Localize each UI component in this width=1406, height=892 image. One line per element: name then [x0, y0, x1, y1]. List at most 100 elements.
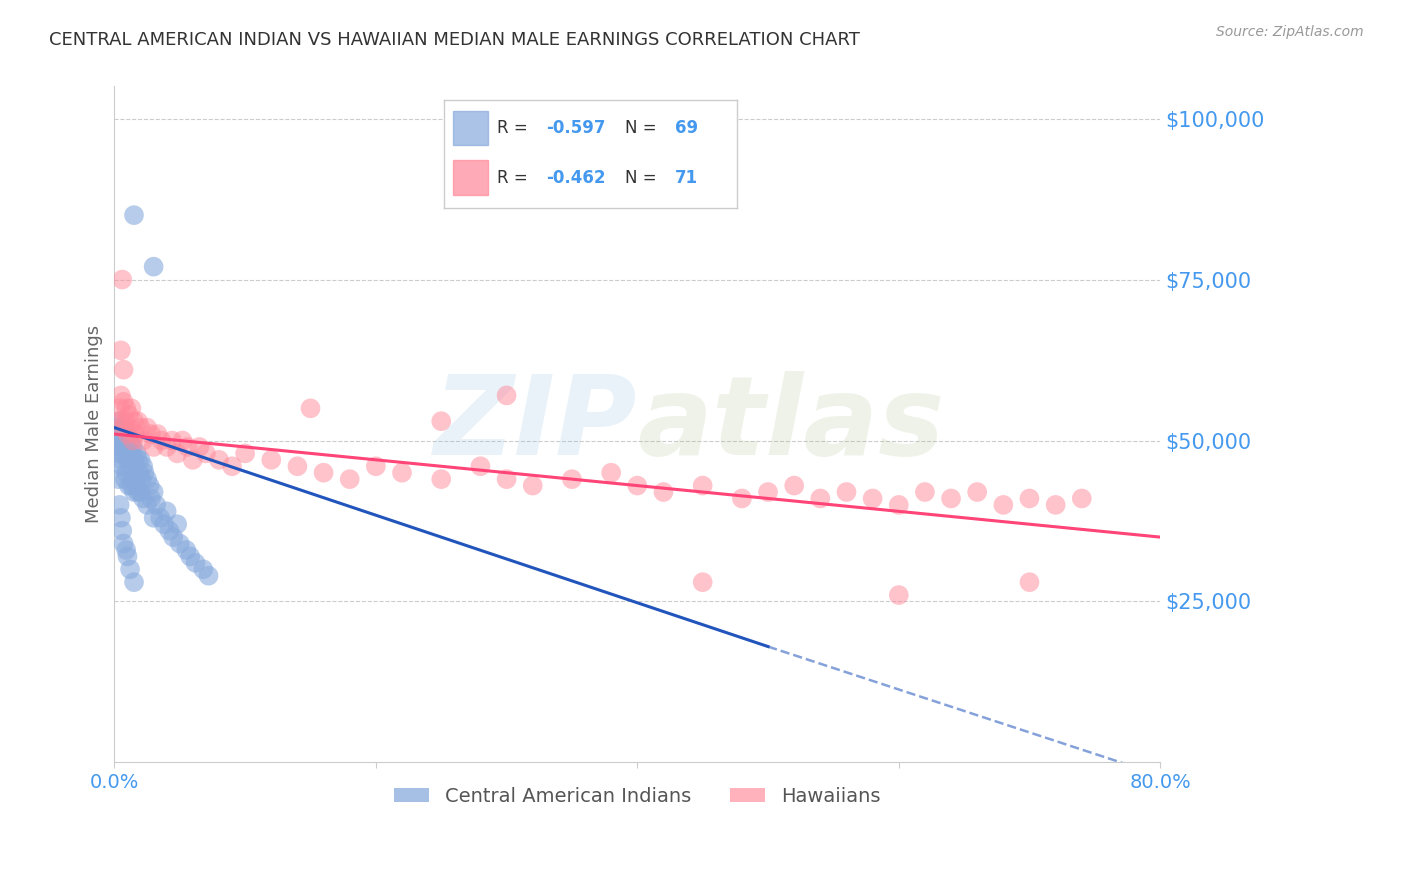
Point — [108, 414, 131, 428]
Point — [112, 536, 135, 550]
Point — [120, 459, 142, 474]
Text: Source: ZipAtlas.com: Source: ZipAtlas.com — [1216, 25, 1364, 39]
Point — [125, 446, 148, 460]
Point — [136, 420, 159, 434]
Text: atlas: atlas — [637, 371, 945, 478]
Point — [132, 434, 155, 448]
Point — [887, 588, 910, 602]
Point — [835, 485, 858, 500]
Point — [111, 524, 134, 538]
Point — [121, 440, 143, 454]
Point — [692, 575, 714, 590]
Point — [120, 434, 142, 448]
Point — [156, 440, 179, 454]
Point — [136, 472, 159, 486]
Point — [129, 420, 152, 434]
Point — [470, 459, 492, 474]
Point — [107, 472, 129, 486]
Point — [110, 427, 132, 442]
Point — [142, 440, 165, 454]
Point — [139, 427, 162, 442]
Point — [312, 466, 335, 480]
Point — [146, 427, 169, 442]
Point — [181, 453, 204, 467]
Legend: Central American Indians, Hawaiians: Central American Indians, Hawaiians — [387, 779, 889, 814]
Point — [172, 434, 194, 448]
Point — [124, 427, 146, 442]
Point — [115, 401, 138, 416]
Point — [122, 575, 145, 590]
Point — [136, 498, 159, 512]
Point — [131, 472, 153, 486]
Point — [299, 401, 322, 416]
Point — [118, 408, 141, 422]
Point — [117, 549, 139, 564]
Point — [145, 498, 167, 512]
Point — [260, 453, 283, 467]
Point — [194, 446, 217, 460]
Y-axis label: Median Male Earnings: Median Male Earnings — [86, 326, 103, 524]
Point — [364, 459, 387, 474]
Point — [1070, 491, 1092, 506]
Point — [115, 543, 138, 558]
Point — [110, 388, 132, 402]
Point — [114, 414, 136, 428]
Point — [176, 440, 198, 454]
Point — [887, 498, 910, 512]
Point — [122, 485, 145, 500]
Point — [112, 362, 135, 376]
Point — [193, 562, 215, 576]
Point — [156, 504, 179, 518]
Point — [166, 446, 188, 460]
Point — [208, 453, 231, 467]
Point — [115, 440, 138, 454]
Point — [626, 478, 648, 492]
Text: ZIP: ZIP — [434, 371, 637, 478]
Point — [122, 453, 145, 467]
Point — [692, 478, 714, 492]
Point — [166, 517, 188, 532]
Point — [112, 446, 135, 460]
Point — [122, 208, 145, 222]
Point — [430, 472, 453, 486]
Point — [862, 491, 884, 506]
Point — [117, 427, 139, 442]
Point — [120, 562, 142, 576]
Point — [108, 401, 131, 416]
Point — [108, 446, 131, 460]
Point — [112, 395, 135, 409]
Point — [128, 466, 150, 480]
Point — [561, 472, 583, 486]
Point — [111, 272, 134, 286]
Point — [157, 524, 180, 538]
Point — [153, 517, 176, 532]
Point — [914, 485, 936, 500]
Point — [132, 491, 155, 506]
Point — [522, 478, 544, 492]
Point — [120, 401, 142, 416]
Point — [149, 510, 172, 524]
Point — [756, 485, 779, 500]
Point — [142, 510, 165, 524]
Point — [110, 453, 132, 467]
Point — [108, 498, 131, 512]
Point — [652, 485, 675, 500]
Point — [966, 485, 988, 500]
Point — [783, 478, 806, 492]
Point — [1018, 575, 1040, 590]
Point — [134, 466, 156, 480]
Point — [731, 491, 754, 506]
Point — [111, 434, 134, 448]
Text: CENTRAL AMERICAN INDIAN VS HAWAIIAN MEDIAN MALE EARNINGS CORRELATION CHART: CENTRAL AMERICAN INDIAN VS HAWAIIAN MEDI… — [49, 31, 860, 49]
Point — [993, 498, 1015, 512]
Point — [132, 459, 155, 474]
Point — [125, 478, 148, 492]
Point — [495, 472, 517, 486]
Point — [287, 459, 309, 474]
Point — [120, 478, 142, 492]
Point — [115, 466, 138, 480]
Point — [118, 478, 141, 492]
Point — [176, 543, 198, 558]
Point — [124, 459, 146, 474]
Point — [118, 446, 141, 460]
